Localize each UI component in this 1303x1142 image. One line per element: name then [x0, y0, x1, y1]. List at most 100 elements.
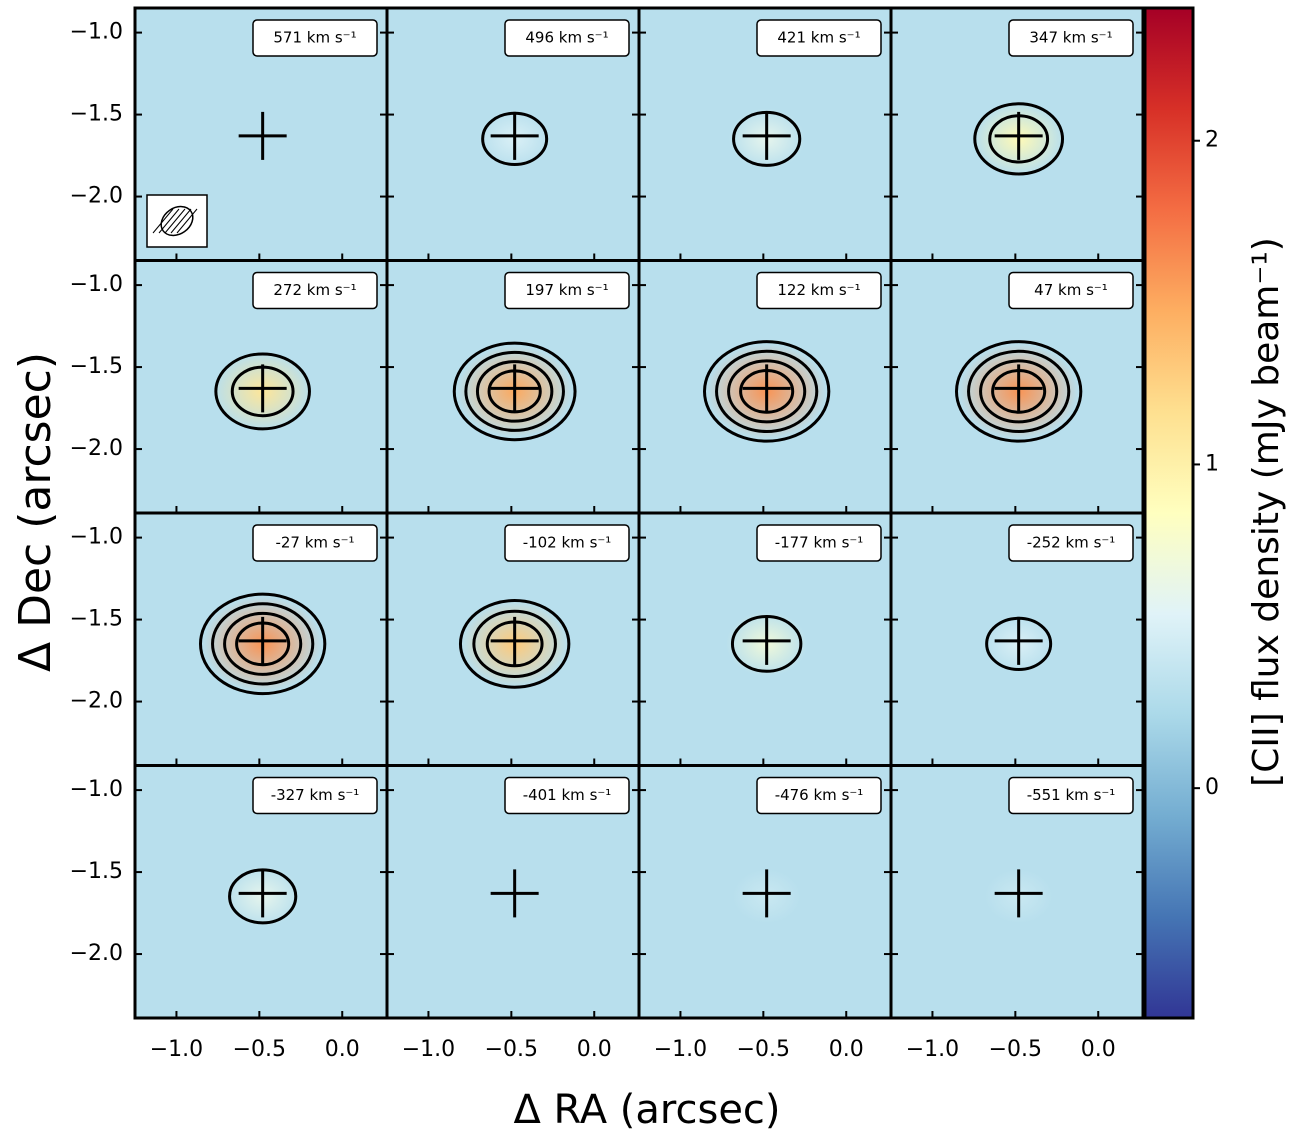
x-tick-label: 0.0	[577, 1037, 612, 1062]
contour	[452, 341, 577, 442]
y-tick-label: −1.0	[70, 20, 123, 45]
label-box	[1008, 19, 1134, 57]
velocity-label: -102 km s⁻¹	[523, 534, 612, 552]
contour	[967, 349, 1071, 433]
contour	[214, 352, 311, 431]
velocity-label: 421 km s⁻¹	[777, 29, 860, 47]
label-box	[252, 524, 378, 562]
contour	[211, 602, 315, 686]
contour	[954, 340, 1083, 443]
y-axis-label: Δ Dec (arcsec)	[10, 352, 61, 672]
y-tick-label: −1.0	[70, 777, 123, 802]
beam-hatch	[152, 208, 174, 234]
velocity-label: 496 km s⁻¹	[525, 29, 608, 47]
velocity-label: -551 km s⁻¹	[1027, 786, 1116, 804]
colorbar-tick-label: 2	[1205, 128, 1219, 153]
y-tick-label: −2.0	[70, 941, 123, 966]
velocity-label: 47 km s⁻¹	[1034, 281, 1108, 299]
x-tick-label: −1.0	[906, 1037, 959, 1062]
label-box	[1008, 776, 1134, 815]
y-tick-label: −2.0	[70, 436, 123, 461]
contour	[715, 349, 819, 433]
label-box	[756, 776, 882, 815]
y-tick-label: −1.5	[70, 102, 123, 127]
velocity-label: -252 km s⁻¹	[1027, 534, 1116, 552]
y-tick-label: −2.0	[70, 184, 123, 209]
panel: −1.0 −0.5 0.0 −1.0 −1.5 −2.0 -327 km s⁻¹	[70, 764, 389, 1062]
panel-frame	[889, 764, 1145, 1020]
panel: 47 km s⁻¹	[889, 259, 1145, 515]
x-tick-label: 0.0	[829, 1037, 864, 1062]
colorbar-label: [CII] flux density (mJy beam⁻¹)	[1246, 237, 1287, 787]
panel: -177 km s⁻¹	[637, 511, 893, 767]
x-tick-label: −0.5	[233, 1037, 286, 1062]
panel: −1.0 −0.5 0.0 -401 km s⁻¹	[385, 764, 641, 1062]
beam-box	[146, 194, 208, 248]
beam-hatch	[164, 208, 186, 234]
panel: 122 km s⁻¹	[637, 259, 893, 515]
x-tick-label: 0.0	[1081, 1037, 1116, 1062]
colorbar-tick-label: 0	[1205, 775, 1219, 800]
contour	[223, 611, 303, 676]
panel: 421 km s⁻¹	[637, 6, 893, 262]
beam	[160, 205, 194, 237]
y-tick-label: −1.5	[70, 607, 123, 632]
panel: 197 km s⁻¹	[385, 259, 641, 515]
panel: -252 km s⁻¹	[889, 511, 1145, 767]
contour	[472, 609, 557, 679]
contour	[730, 615, 803, 673]
x-tick-label: −0.5	[989, 1037, 1042, 1062]
contour	[458, 599, 571, 689]
contour	[198, 592, 327, 696]
colorbar-tick-label: 1	[1205, 451, 1219, 476]
label-box	[756, 271, 882, 310]
panel: −1.0 −0.5 0.0 -551 km s⁻¹	[889, 764, 1145, 1062]
label-box	[504, 524, 630, 562]
panel: −1.0 −1.5 −2.0 272 km s⁻¹	[70, 259, 389, 515]
label-box	[504, 19, 630, 57]
x-tick-label: −1.0	[654, 1037, 707, 1062]
beam-hatch	[158, 208, 180, 234]
label-box	[756, 524, 882, 562]
label-box	[252, 271, 378, 310]
contour	[727, 359, 807, 424]
contour	[702, 340, 831, 443]
panel: 347 km s⁻¹	[889, 6, 1145, 262]
velocity-label: 571 km s⁻¹	[273, 29, 356, 47]
x-tick-label: −0.5	[485, 1037, 538, 1062]
contour	[973, 102, 1065, 176]
label-box	[1008, 524, 1134, 562]
velocity-label: 122 km s⁻¹	[777, 281, 860, 299]
velocity-label: -401 km s⁻¹	[523, 786, 612, 804]
beam-hatch	[176, 208, 198, 234]
x-axis-label: Δ RA (arcsec)	[513, 1087, 780, 1133]
label-box	[504, 271, 630, 310]
y-tick-label: −1.0	[70, 525, 123, 550]
y-tick-label: −1.5	[70, 354, 123, 379]
panel: −1.0 −1.5 −2.0 571 km s⁻¹	[70, 6, 389, 262]
x-tick-label: −1.0	[150, 1037, 203, 1062]
panel: −1.0 −1.5 −2.0 -27 km s⁻¹	[70, 511, 389, 767]
label-box	[756, 19, 882, 57]
contour	[979, 359, 1059, 424]
y-tick-label: −1.0	[70, 272, 123, 297]
panel: -102 km s⁻¹	[385, 511, 641, 767]
velocity-label: 197 km s⁻¹	[525, 281, 608, 299]
velocity-label: -177 km s⁻¹	[775, 534, 864, 552]
velocity-label: -327 km s⁻¹	[271, 786, 360, 804]
x-tick-label: 0.0	[325, 1037, 360, 1062]
panel: −1.0 −0.5 0.0 -476 km s⁻¹	[637, 764, 893, 1062]
label-box	[1008, 271, 1134, 310]
x-tick-label: −0.5	[737, 1037, 790, 1062]
label-box	[504, 776, 630, 815]
beam-hatch	[170, 208, 192, 234]
colorbar	[1143, 6, 1195, 1020]
label-box	[252, 776, 378, 815]
contour	[464, 350, 565, 432]
contour	[475, 360, 554, 423]
y-tick-label: −2.0	[70, 689, 123, 714]
x-tick-label: −1.0	[402, 1037, 455, 1062]
y-tick-label: −1.5	[70, 859, 123, 884]
velocity-label: 347 km s⁻¹	[1029, 29, 1112, 47]
